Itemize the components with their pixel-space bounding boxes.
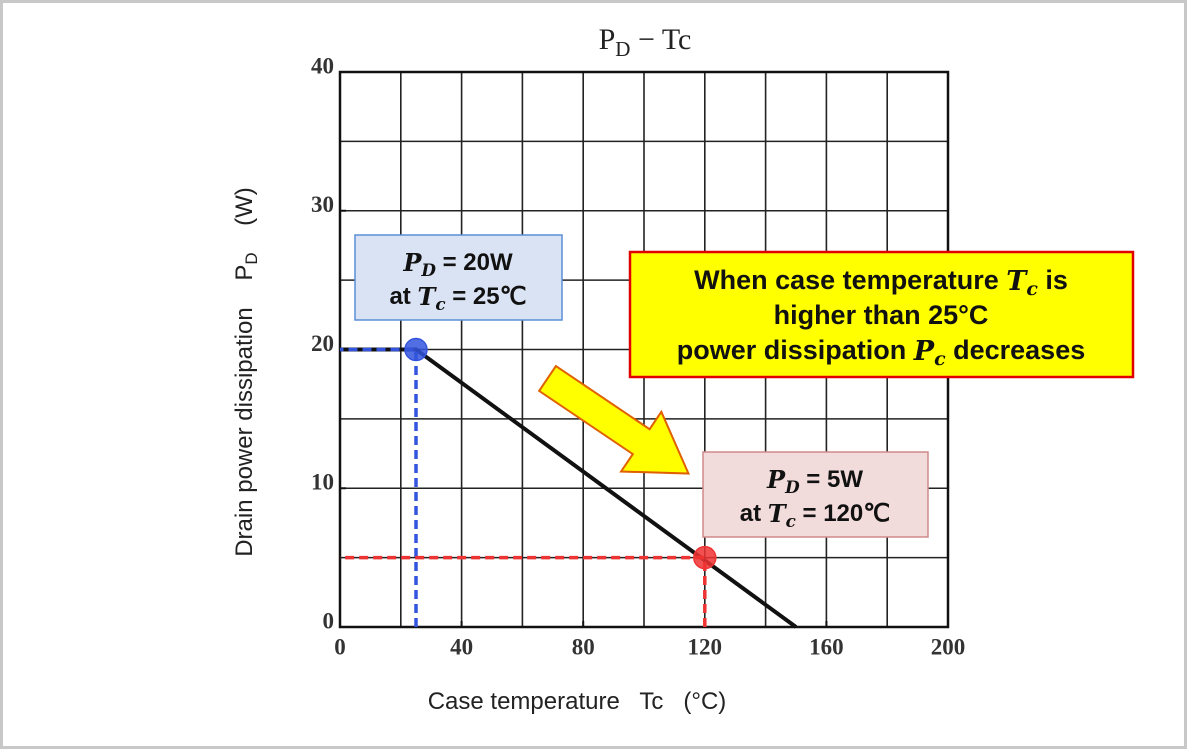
label: PD = 5W: [766, 465, 863, 497]
text-piece: T: [417, 282, 437, 311]
label: Case temperature Tc (°C): [428, 688, 727, 715]
arrow: [537, 364, 691, 475]
label: at Tc = 25℃: [389, 282, 526, 314]
label: PD = 20W: [402, 248, 513, 280]
text-piece: P: [402, 248, 422, 277]
y-tick-label: 20: [311, 331, 334, 356]
annotation-box: [628, 250, 1135, 379]
text-piece: − Tc: [630, 23, 691, 56]
text-piece: T: [768, 499, 788, 528]
text-piece: c: [435, 294, 445, 314]
label: higher than 25°C: [774, 300, 989, 330]
text-piece: T: [1006, 266, 1028, 297]
label: When case temperature Tc is: [694, 265, 1068, 300]
label: at Tc = 120℃: [740, 499, 890, 531]
text-piece: at: [389, 283, 417, 310]
text-piece: decreases: [946, 335, 1086, 365]
text-piece: P: [913, 336, 935, 367]
x-tick-label: 160: [809, 634, 844, 659]
text-piece: is: [1038, 265, 1068, 295]
text-piece: = 20W: [436, 249, 513, 276]
point: [693, 545, 717, 570]
guide-line: [340, 555, 707, 627]
text-piece: D: [615, 37, 630, 61]
text-piece: Drain power dissipation P: [231, 265, 258, 557]
text-piece: = 5W: [800, 466, 864, 493]
arrow-shape: [537, 364, 691, 475]
label: Drain power dissipation PD (W): [231, 187, 261, 557]
x-tick-label: 80: [572, 634, 595, 659]
label: PD − Tc: [599, 23, 692, 61]
text-piece: higher than 25°C: [774, 300, 989, 330]
text-piece: = 25℃: [446, 283, 527, 310]
text-piece: D: [243, 253, 262, 265]
x-tick-label: 200: [931, 634, 966, 659]
y-tick-label: 30: [311, 192, 334, 217]
text-piece: When case temperature: [694, 265, 1006, 295]
label: power dissipation Pc decreases: [677, 335, 1085, 370]
text-piece: P: [599, 23, 616, 56]
x-tick-label: 40: [450, 634, 473, 659]
x-tick-label: 0: [334, 634, 346, 659]
y-tick-label: 0: [323, 608, 335, 633]
text-piece: = 120℃: [796, 500, 890, 527]
y-tick-label: 10: [311, 470, 334, 495]
text-piece: Case temperature Tc (°C): [428, 688, 727, 715]
x-tick-label: 120: [688, 634, 723, 659]
annotation-box: [354, 234, 563, 321]
point: [404, 337, 428, 362]
annotation-box: [702, 451, 929, 538]
text-piece: c: [934, 348, 946, 370]
text-piece: D: [784, 477, 800, 497]
text-piece: power dissipation: [677, 335, 914, 365]
y-tick-label: 40: [311, 53, 334, 78]
text-piece: at: [740, 500, 768, 527]
text-piece: c: [786, 511, 796, 531]
text-piece: D: [420, 260, 436, 280]
text-piece: P: [766, 465, 786, 494]
guide-line: [340, 347, 418, 627]
text-piece: (W): [231, 187, 258, 252]
text-piece: c: [1026, 278, 1038, 300]
